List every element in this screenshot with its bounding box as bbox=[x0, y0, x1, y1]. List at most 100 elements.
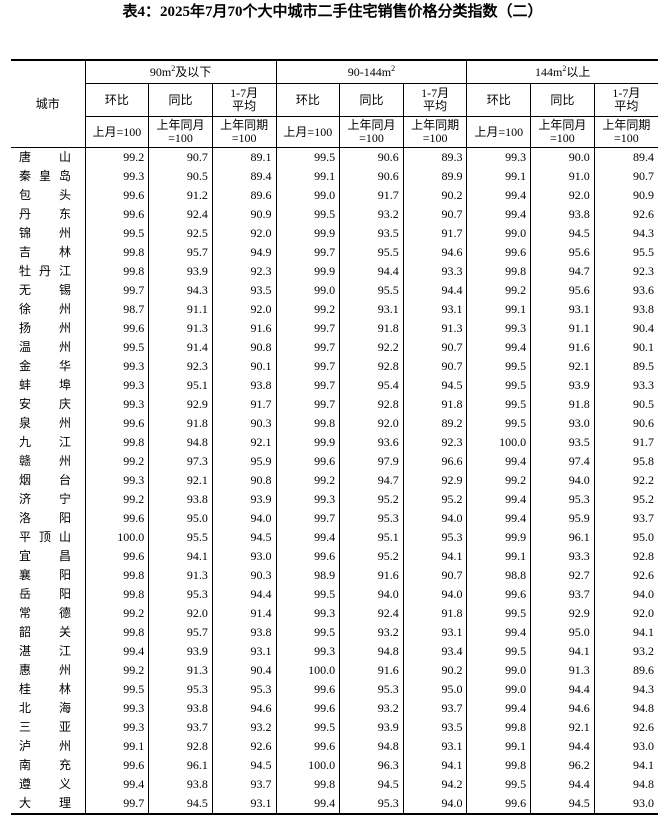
index-value: 99.1 bbox=[466, 737, 531, 756]
index-value: 98.7 bbox=[84, 300, 149, 319]
index-value: 99.6 bbox=[84, 509, 149, 528]
index-value: 93.1 bbox=[530, 300, 595, 319]
index-value: 89.9 bbox=[402, 167, 467, 186]
index-value: 100.0 bbox=[275, 661, 340, 680]
base-label: 上月=100 bbox=[474, 124, 524, 139]
index-value: 95.6 bbox=[530, 281, 595, 300]
metric-label: 同比 bbox=[168, 92, 193, 107]
index-value: 92.6 bbox=[211, 737, 276, 756]
index-value: 99.0 bbox=[466, 661, 531, 680]
index-value: 99.6 bbox=[84, 547, 149, 566]
index-value: 90.2 bbox=[402, 186, 467, 205]
metric-label: 同比 bbox=[359, 92, 384, 107]
index-value: 99.7 bbox=[275, 376, 340, 395]
index-value: 95.3 bbox=[339, 794, 404, 814]
index-value: 99.0 bbox=[275, 281, 340, 300]
city-name: 遵义 bbox=[19, 777, 100, 791]
index-value: 100.0 bbox=[466, 433, 531, 452]
table-row: 襄阳 99.8 91.3 90.3 98.9 91.6 90.7 98.8 92.7 92.6 bbox=[11, 566, 658, 585]
index-value: 94.8 bbox=[339, 642, 404, 661]
index-value: 94.8 bbox=[148, 433, 213, 452]
index-value: 99.5 bbox=[466, 376, 531, 395]
index-value: 93.6 bbox=[593, 281, 658, 300]
index-value: 99.4 bbox=[466, 623, 531, 642]
base-label: 上月=100 bbox=[92, 124, 142, 139]
index-value: 99.5 bbox=[275, 205, 340, 224]
index-value: 99.7 bbox=[275, 338, 340, 357]
index-value: 91.4 bbox=[211, 604, 276, 623]
table-row: 平顶山 100.0 95.5 94.5 99.4 95.1 95.3 99.9 96.1 95.0 bbox=[11, 528, 658, 547]
city-cell: 常德 bbox=[11, 604, 85, 623]
index-value: 95.8 bbox=[593, 452, 658, 471]
index-value: 90.2 bbox=[402, 661, 467, 680]
index-value: 95.7 bbox=[148, 623, 213, 642]
city-name: 唐山 bbox=[19, 150, 100, 164]
city-cell: 宜昌 bbox=[11, 547, 85, 566]
index-value: 99.4 bbox=[466, 509, 531, 528]
index-value: 94.7 bbox=[339, 471, 404, 490]
city-cell: 无锡 bbox=[11, 281, 85, 300]
index-value: 90.7 bbox=[402, 205, 467, 224]
index-value: 92.1 bbox=[211, 433, 276, 452]
index-value: 93.8 bbox=[211, 376, 276, 395]
index-value: 99.6 bbox=[84, 319, 149, 338]
index-value: 92.5 bbox=[148, 224, 213, 243]
index-value: 99.3 bbox=[466, 147, 531, 167]
base-header: 上年同月 =100 bbox=[339, 116, 404, 148]
index-value: 94.1 bbox=[530, 642, 595, 661]
index-value: 99.2 bbox=[84, 147, 149, 167]
index-value: 92.3 bbox=[211, 262, 276, 281]
index-value: 94.4 bbox=[211, 585, 276, 604]
index-value: 97.3 bbox=[148, 452, 213, 471]
index-value: 96.6 bbox=[402, 452, 467, 471]
index-value: 96.2 bbox=[530, 756, 595, 775]
index-value: 92.0 bbox=[339, 414, 404, 433]
index-value: 90.6 bbox=[339, 147, 404, 167]
metric-header: 环比 bbox=[84, 83, 149, 117]
index-value: 92.0 bbox=[211, 224, 276, 243]
index-value: 93.9 bbox=[148, 262, 213, 281]
index-value: 93.0 bbox=[530, 414, 595, 433]
index-value: 99.5 bbox=[466, 775, 531, 794]
city-cell: 包头 bbox=[11, 186, 85, 205]
index-value: 99.6 bbox=[84, 205, 149, 224]
index-value: 95.2 bbox=[339, 490, 404, 509]
table-row: 包头 99.6 91.2 89.6 99.0 91.7 90.2 99.4 92.0 90.9 bbox=[11, 186, 658, 205]
index-value: 94.0 bbox=[402, 794, 467, 814]
index-value: 93.1 bbox=[402, 737, 467, 756]
index-value: 93.1 bbox=[211, 794, 276, 814]
index-value: 91.6 bbox=[211, 319, 276, 338]
metric-label: 环比 bbox=[104, 92, 129, 107]
index-value: 99.3 bbox=[84, 167, 149, 186]
index-value: 95.3 bbox=[339, 680, 404, 699]
index-value: 92.3 bbox=[148, 357, 213, 376]
index-value: 90.6 bbox=[339, 167, 404, 186]
index-value: 99.5 bbox=[275, 147, 340, 167]
index-value: 92.2 bbox=[593, 471, 658, 490]
index-value: 92.1 bbox=[148, 471, 213, 490]
index-value: 89.5 bbox=[593, 357, 658, 376]
index-value: 99.8 bbox=[84, 243, 149, 262]
metric-label: 环比 bbox=[486, 92, 511, 107]
index-value: 91.1 bbox=[530, 319, 595, 338]
index-value: 99.7 bbox=[275, 509, 340, 528]
index-value: 93.7 bbox=[593, 509, 658, 528]
index-value: 91.0 bbox=[530, 167, 595, 186]
index-value: 99.2 bbox=[466, 471, 531, 490]
city-cell: 秦皇岛 bbox=[11, 167, 85, 186]
index-value: 99.3 bbox=[466, 319, 531, 338]
index-value: 99.8 bbox=[84, 566, 149, 585]
index-value: 99.5 bbox=[84, 338, 149, 357]
metric-label-line2: 平均 bbox=[614, 99, 639, 113]
index-value: 99.1 bbox=[84, 737, 149, 756]
city-cell: 唐山 bbox=[11, 148, 85, 168]
index-value: 99.3 bbox=[84, 357, 149, 376]
city-cell: 泸州 bbox=[11, 737, 85, 756]
index-value: 92.7 bbox=[530, 566, 595, 585]
index-value: 95.7 bbox=[148, 243, 213, 262]
city-name: 秦皇岛 bbox=[19, 169, 80, 183]
index-value: 99.8 bbox=[466, 262, 531, 281]
index-value: 99.3 bbox=[275, 604, 340, 623]
index-value: 94.0 bbox=[530, 471, 595, 490]
index-value: 93.8 bbox=[593, 300, 658, 319]
